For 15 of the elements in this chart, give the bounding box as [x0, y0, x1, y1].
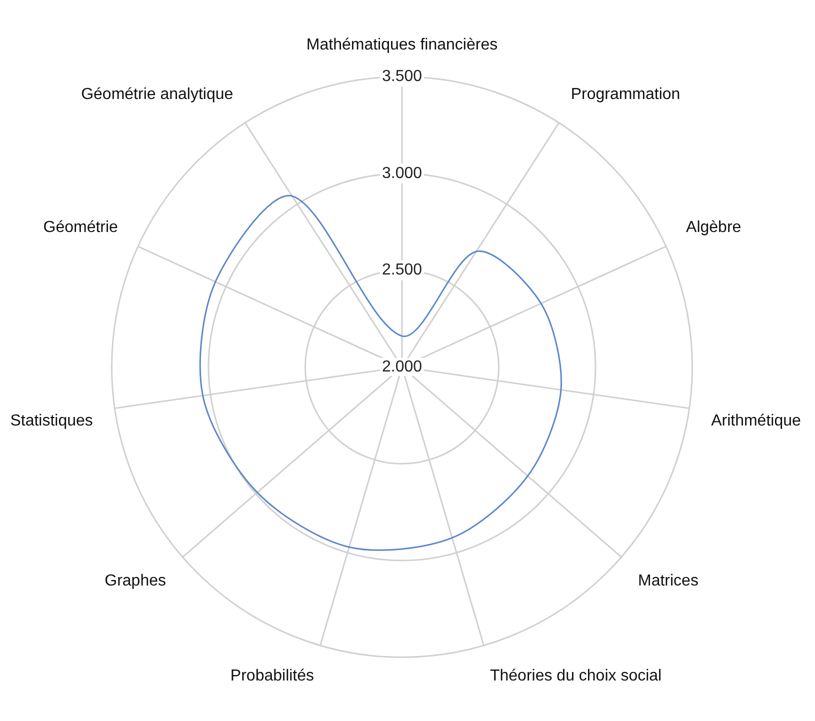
y-tick-label: 2.500 [382, 262, 422, 279]
spoke-label: Arithmétique [711, 412, 801, 430]
spoke-label: Probabilités [230, 668, 314, 685]
y-tick-label: 3.000 [382, 164, 422, 182]
spoke-label: Géométrie analytique [81, 86, 234, 104]
spoke-label: Statistiques [10, 412, 93, 430]
spoke-label: Matrices [638, 572, 698, 590]
spoke-label: Algèbre [686, 219, 742, 236]
spoke-label: Géométrie [43, 219, 118, 236]
spoke-label: Programmation [570, 86, 680, 104]
y-tick-label: 3.500 [382, 68, 422, 86]
spoke-label: Théories du choix social [490, 668, 662, 685]
spoke-label: Mathématiques financières [306, 36, 498, 54]
spoke-label: Graphes [104, 572, 166, 590]
y-tick-label: 2.000 [382, 358, 422, 376]
